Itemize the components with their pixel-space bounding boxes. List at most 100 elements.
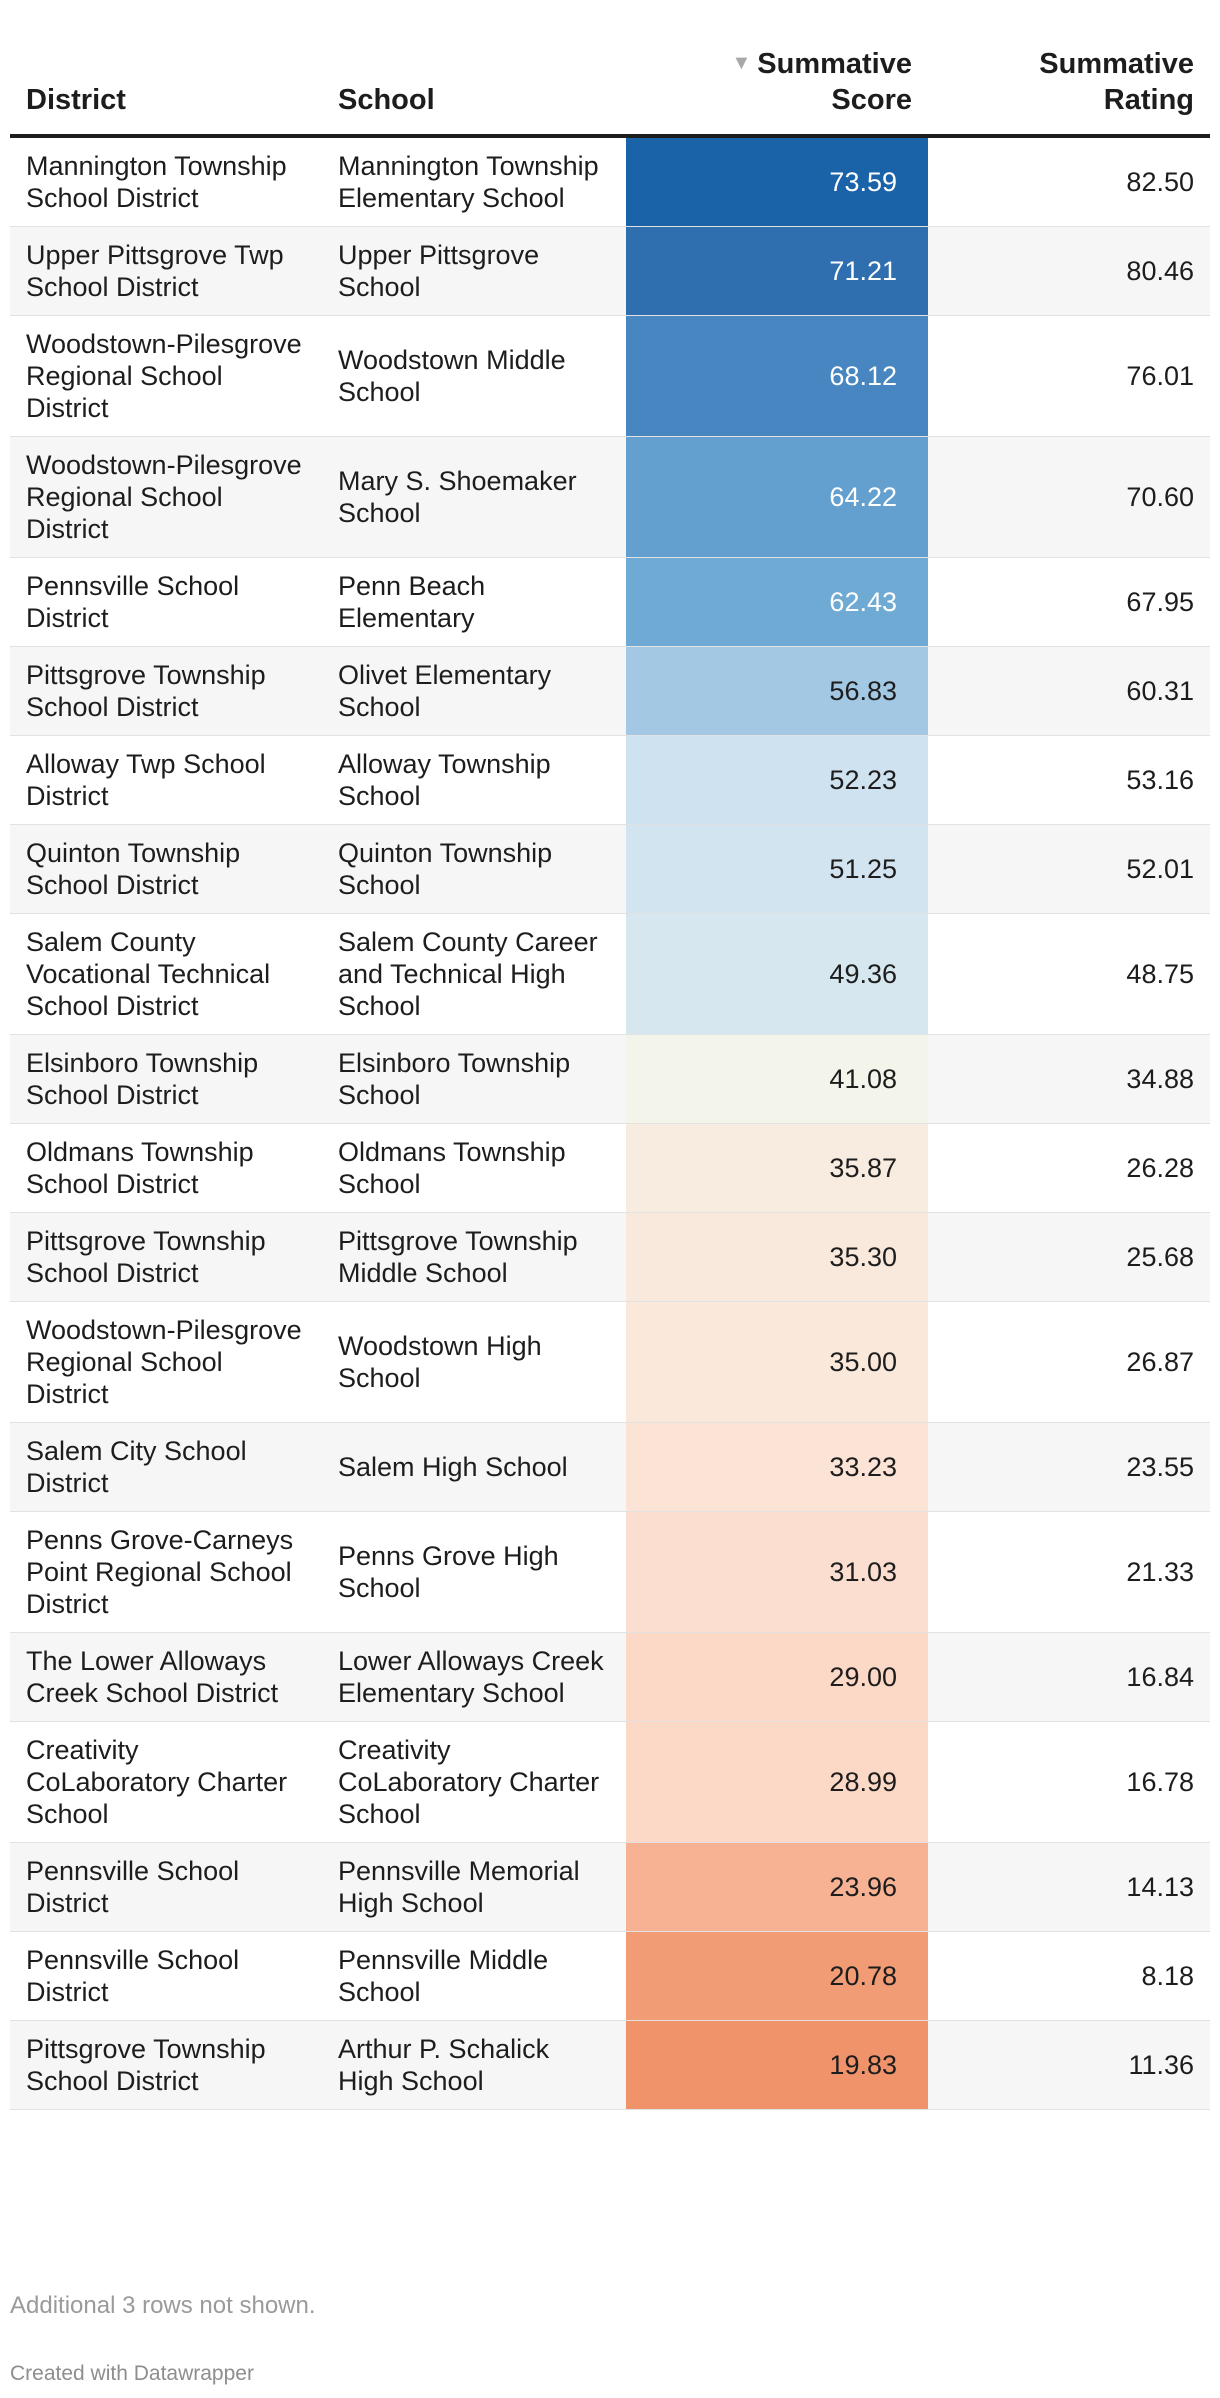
school-cell: Salem County Career and Technical High S…	[322, 913, 626, 1035]
summative-score-cell: 56.83	[626, 646, 928, 736]
summative-score-cell: 71.21	[626, 226, 928, 316]
summative-score-cell: 20.78	[626, 1931, 928, 2021]
school-cell: Upper Pittsgrove School	[322, 226, 626, 316]
summative-rating-cell: 8.18	[928, 1931, 1210, 2021]
school-cell: Pittsgrove Township Middle School	[322, 1212, 626, 1302]
school-cell: Woodstown Middle School	[322, 315, 626, 437]
summative-score-cell: 41.08	[626, 1034, 928, 1124]
district-cell: Mannington Township School District	[10, 136, 322, 227]
district-cell: Woodstown-Pilesgrove Regional School Dis…	[10, 436, 322, 558]
summative-score-cell: 35.30	[626, 1212, 928, 1302]
summative-rating-cell: 48.75	[928, 913, 1210, 1035]
table-row: Upper Pittsgrove Twp School District Uppe…	[10, 226, 1210, 316]
summative-score-cell: 33.23	[626, 1422, 928, 1512]
header-row: District School ▼ Summative Score Summati…	[10, 0, 1210, 138]
school-cell: Alloway Township School	[322, 735, 626, 825]
table-row: Oldmans Township School District Oldmans …	[10, 1123, 1210, 1213]
footnote: Additional 3 rows not shown.	[10, 2292, 316, 2319]
summative-score-cell: 35.87	[626, 1123, 928, 1213]
district-cell: Creativity CoLaboratory Charter School	[10, 1721, 322, 1843]
table-row: Woodstown-Pilesgrove Regional School Dis…	[10, 436, 1210, 558]
table-row: Salem County Vocational Technical School…	[10, 913, 1210, 1035]
summative-rating-cell: 16.84	[928, 1632, 1210, 1722]
column-header-school[interactable]: School	[322, 0, 626, 138]
summative-score-cell: 31.03	[626, 1511, 928, 1633]
table-row: Alloway Twp School District Alloway Towns…	[10, 735, 1210, 825]
table-row: Woodstown-Pilesgrove Regional School Dis…	[10, 315, 1210, 437]
table-row: Salem City School District Salem High Sch…	[10, 1422, 1210, 1512]
district-cell: Pittsgrove Township School District	[10, 646, 322, 736]
summative-rating-cell: 67.95	[928, 557, 1210, 647]
column-header-summative-score[interactable]: ▼ Summative Score	[626, 0, 928, 138]
summative-rating-cell: 82.50	[928, 136, 1210, 227]
column-header-district[interactable]: District	[10, 0, 322, 138]
school-cell: Oldmans Township School	[322, 1123, 626, 1213]
district-cell: Salem City School District	[10, 1422, 322, 1512]
table-row: Pennsville School District Pennsville Mid…	[10, 1931, 1210, 2021]
table-row: Pennsville School District Penn Beach Ele…	[10, 557, 1210, 647]
district-cell: The Lower Alloways Creek School District	[10, 1632, 322, 1722]
summative-rating-cell: 52.01	[928, 824, 1210, 914]
summative-score-cell: 62.43	[626, 557, 928, 647]
table-row: Pittsgrove Township School District Arthu…	[10, 2020, 1210, 2110]
summative-rating-cell: 70.60	[928, 436, 1210, 558]
district-cell: Woodstown-Pilesgrove Regional School Dis…	[10, 1301, 322, 1423]
school-cell: Quinton Township School	[322, 824, 626, 914]
district-cell: Alloway Twp School District	[10, 735, 322, 825]
summative-score-cell: 51.25	[626, 824, 928, 914]
table-row: Woodstown-Pilesgrove Regional School Dis…	[10, 1301, 1210, 1423]
summative-score-cell: 29.00	[626, 1632, 928, 1722]
rating-header-line1: Summative	[1039, 48, 1194, 80]
rating-header-line2: Rating	[1103, 84, 1194, 116]
school-cell: Penns Grove High School	[322, 1511, 626, 1633]
school-cell: Salem High School	[322, 1422, 626, 1512]
district-cell: Woodstown-Pilesgrove Regional School Dis…	[10, 315, 322, 437]
table-row: Pennsville School District Pennsville Mem…	[10, 1842, 1210, 1932]
table-header: District School ▼ Summative Score Summati…	[10, 0, 1210, 138]
summative-rating-cell: 60.31	[928, 646, 1210, 736]
summative-score-cell: 35.00	[626, 1301, 928, 1423]
summative-score-cell: 23.96	[626, 1842, 928, 1932]
table-row: Pittsgrove Township School District Olive…	[10, 646, 1210, 736]
school-cell: Pennsville Middle School	[322, 1931, 626, 2021]
table-row: Quinton Township School District Quinton …	[10, 824, 1210, 914]
district-cell: Oldmans Township School District	[10, 1123, 322, 1213]
summative-rating-cell: 11.36	[928, 2020, 1210, 2110]
district-cell: Quinton Township School District	[10, 824, 322, 914]
summative-score-cell: 68.12	[626, 315, 928, 437]
summative-score-cell: 49.36	[626, 913, 928, 1035]
table-row: Pittsgrove Township School District Pitts…	[10, 1212, 1210, 1302]
district-cell: Salem County Vocational Technical School…	[10, 913, 322, 1035]
summative-rating-cell: 14.13	[928, 1842, 1210, 1932]
district-cell: Upper Pittsgrove Twp School District	[10, 226, 322, 316]
summative-score-cell: 52.23	[626, 735, 928, 825]
table-body: Mannington Township School District Manni…	[10, 136, 1210, 2110]
score-header-line1: Summative	[757, 48, 912, 80]
data-table-wrapper: District School ▼ Summative Score Summati…	[10, 0, 1210, 2110]
table-row: The Lower Alloways Creek School District…	[10, 1632, 1210, 1722]
summative-score-cell: 64.22	[626, 436, 928, 558]
summative-rating-cell: 25.68	[928, 1212, 1210, 1302]
district-cell: Pittsgrove Township School District	[10, 2020, 322, 2110]
district-cell: Pennsville School District	[10, 557, 322, 647]
district-cell: Pennsville School District	[10, 1842, 322, 1932]
school-cell: Creativity CoLaboratory Charter School	[322, 1721, 626, 1843]
district-cell: Pennsville School District	[10, 1931, 322, 2021]
school-cell: Elsinboro Township School	[322, 1034, 626, 1124]
table-row: Mannington Township School District Manni…	[10, 136, 1210, 227]
summative-rating-cell: 76.01	[928, 315, 1210, 437]
school-cell: Mannington Township Elementary School	[322, 136, 626, 227]
summative-score-cell: 19.83	[626, 2020, 928, 2110]
credit-line: Created with Datawrapper	[10, 2362, 254, 2385]
summative-rating-cell: 26.28	[928, 1123, 1210, 1213]
school-cell: Mary S. Shoemaker School	[322, 436, 626, 558]
sort-descending-icon: ▼	[731, 52, 752, 74]
district-cell: Elsinboro Township School District	[10, 1034, 322, 1124]
summative-rating-cell: 23.55	[928, 1422, 1210, 1512]
summative-rating-cell: 21.33	[928, 1511, 1210, 1633]
summative-rating-cell: 16.78	[928, 1721, 1210, 1843]
summative-score-cell: 28.99	[626, 1721, 928, 1843]
school-scores-table: District School ▼ Summative Score Summati…	[10, 0, 1210, 2110]
column-header-summative-rating[interactable]: Summative Rating	[928, 0, 1210, 138]
school-cell: Pennsville Memorial High School	[322, 1842, 626, 1932]
